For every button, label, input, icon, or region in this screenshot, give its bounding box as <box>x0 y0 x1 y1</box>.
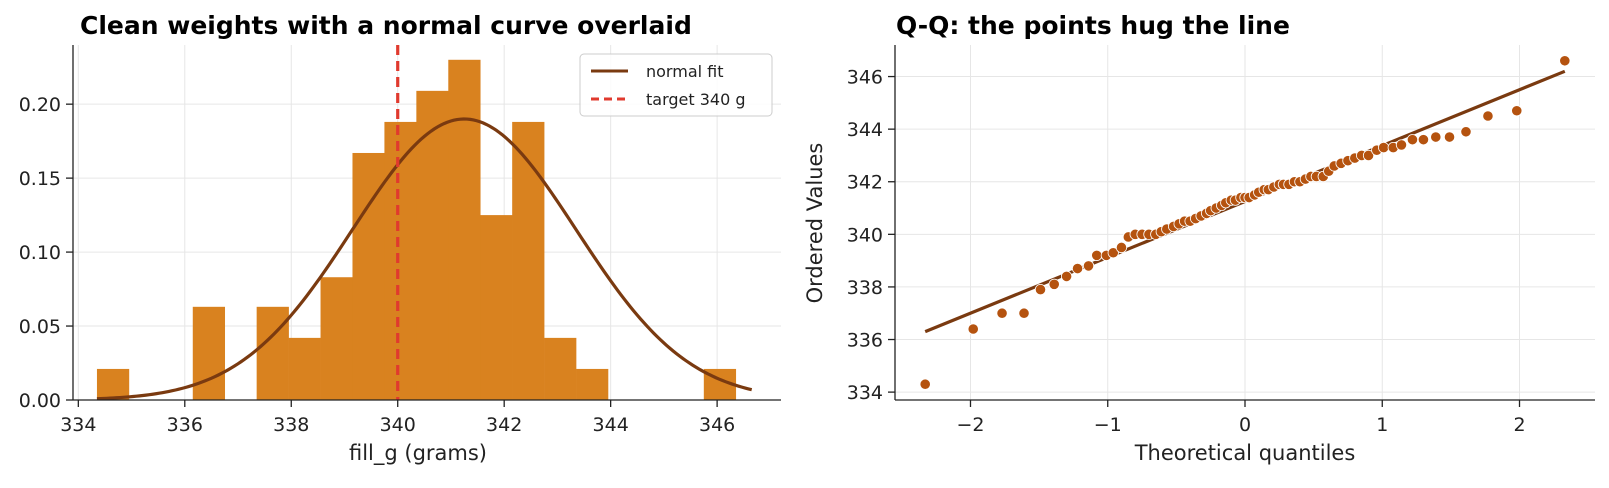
qq-y-tick-label: 340 <box>847 224 883 246</box>
qq-point <box>1482 110 1494 122</box>
qq-point <box>1060 270 1073 283</box>
histogram-panel: Clean weights with a normal curve overla… <box>19 11 781 466</box>
qq-point <box>967 323 979 335</box>
qq-x-tick-label: −1 <box>1094 414 1122 436</box>
qq-y-tick-label: 344 <box>847 119 883 141</box>
legend-label-normal-fit: normal fit <box>646 62 724 81</box>
qq-point <box>1430 131 1442 143</box>
qq-x-tick-label: 1 <box>1376 414 1388 436</box>
histogram-bar <box>192 306 226 400</box>
histogram-bars <box>96 59 737 401</box>
qq-x-label: Theoretical quantiles <box>1134 441 1356 465</box>
histogram-x-tick-label: 336 <box>167 414 203 436</box>
histogram-x-tick-label: 344 <box>593 414 629 436</box>
histogram-y-tick-label: 0.20 <box>19 94 61 116</box>
qq-point <box>1034 283 1047 296</box>
qq-point <box>1115 241 1128 254</box>
qq-y-tick-label: 342 <box>847 172 883 194</box>
histogram-y-tick-label: 0.00 <box>19 390 61 412</box>
qq-points <box>919 55 1571 390</box>
histogram-y-tick-label: 0.15 <box>19 168 61 190</box>
qq-y-tick-label: 346 <box>847 67 883 89</box>
histogram-x-tick-label: 346 <box>699 414 735 436</box>
histogram-x-tick-label: 338 <box>273 414 309 436</box>
qq-point <box>1395 139 1408 151</box>
histogram-y-tick-label: 0.05 <box>19 316 61 338</box>
histogram-bar <box>480 215 513 400</box>
qq-y-label: Ordered Values <box>803 143 827 304</box>
histogram-x-tick-label: 342 <box>486 414 522 436</box>
qq-title: Q-Q: the points hug the line <box>896 11 1290 40</box>
histogram-bar <box>512 121 545 401</box>
qq-x-tick-label: −2 <box>956 414 984 436</box>
qq-point <box>1082 260 1095 272</box>
qq-ticks: −2 −1 0 1 2 334 336 338 340 342 344 346 <box>847 67 1526 436</box>
histogram-bar <box>448 59 481 401</box>
legend-label-target: target 340 g <box>646 90 746 109</box>
qq-panel: Q-Q: the points hug the line −2 −1 0 1 2 334 3… <box>803 11 1595 465</box>
qq-point <box>1091 249 1103 261</box>
histogram-x-tick-label: 334 <box>60 414 96 436</box>
histogram-bar <box>576 368 609 400</box>
qq-point <box>1559 55 1571 67</box>
histogram-bar <box>288 337 321 400</box>
qq-y-tick-label: 334 <box>847 382 883 404</box>
qq-x-tick-label: 2 <box>1513 414 1525 436</box>
histogram-bar <box>256 306 289 400</box>
histogram-bar <box>416 90 449 401</box>
histogram-bar <box>352 152 385 400</box>
histogram-x-tick-label: 340 <box>380 414 416 436</box>
qq-point <box>1511 105 1523 117</box>
qq-point <box>1048 278 1060 290</box>
histogram-series <box>96 45 753 401</box>
qq-point <box>996 307 1008 319</box>
qq-point <box>1071 262 1084 275</box>
qq-point <box>1378 141 1390 154</box>
histogram-bar <box>320 277 353 400</box>
qq-point <box>1406 134 1419 146</box>
histogram-bar <box>544 337 577 400</box>
histogram-ticks: 334 336 338 340 342 344 346 0.00 0.05 0.10 0.15 0.2… <box>19 94 736 436</box>
qq-point <box>919 378 931 390</box>
qq-point <box>1443 131 1456 143</box>
qq-grid <box>895 45 1595 400</box>
qq-x-tick-label: 0 <box>1239 414 1251 436</box>
histogram-bar <box>96 368 130 400</box>
histogram-title: Clean weights with a normal curve overla… <box>80 11 692 40</box>
histogram-x-label: fill_g (grams) <box>349 441 487 466</box>
qq-y-tick-label: 336 <box>847 330 883 352</box>
qq-point <box>1460 126 1472 138</box>
histogram-bar <box>384 121 417 401</box>
qq-point <box>1417 134 1430 146</box>
qq-point <box>1362 149 1375 162</box>
normal-fit-curve <box>96 117 753 401</box>
qq-point <box>1018 307 1030 319</box>
histogram-legend: normal fit target 340 g <box>579 53 773 117</box>
qq-point <box>1107 247 1119 259</box>
qq-y-tick-label: 338 <box>847 277 883 299</box>
histogram-y-tick-label: 0.10 <box>19 242 61 264</box>
